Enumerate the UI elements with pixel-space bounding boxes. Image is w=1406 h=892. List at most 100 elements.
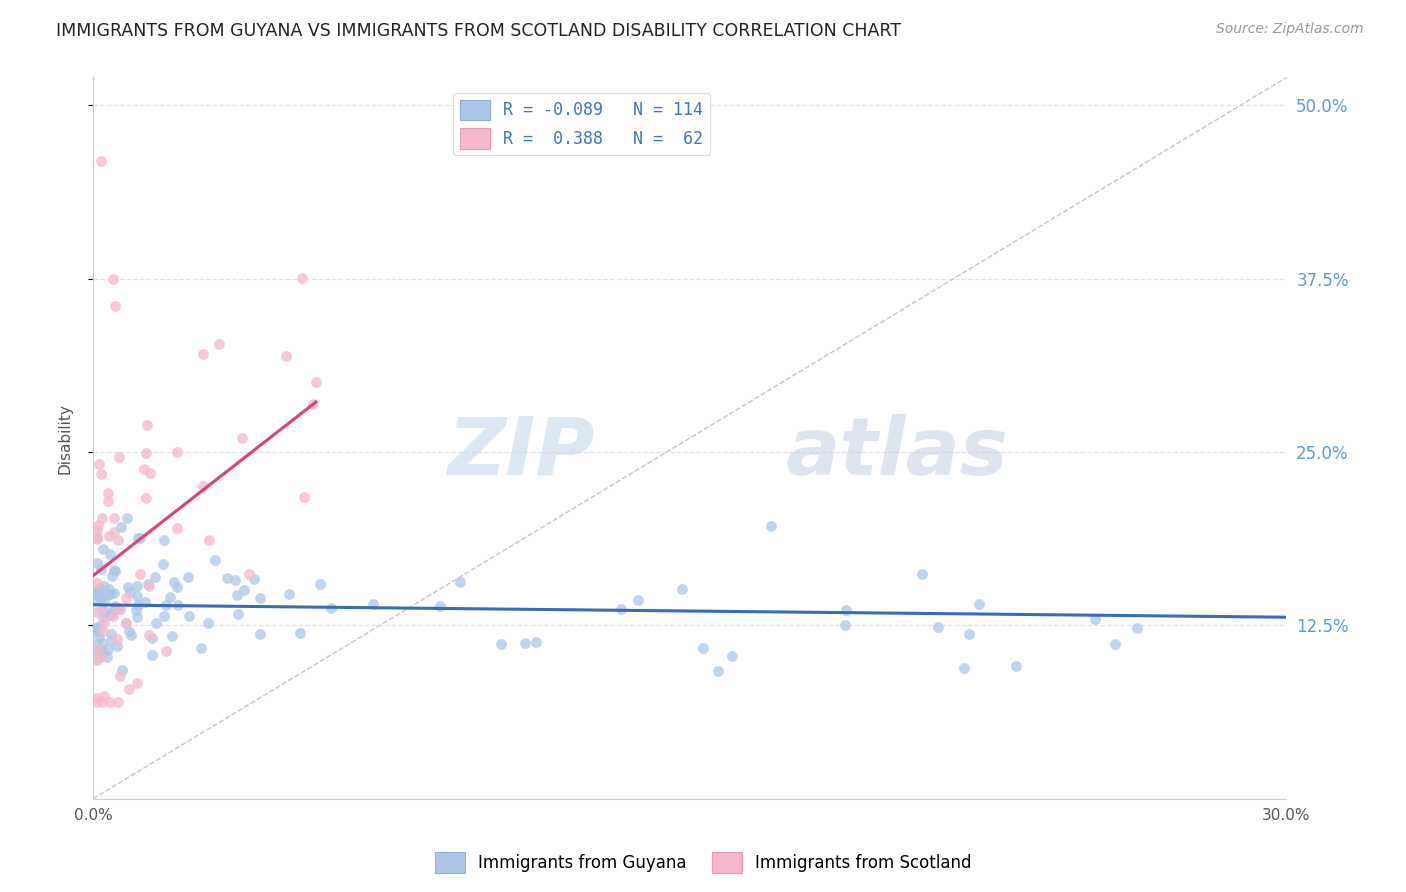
Point <box>911 566 934 581</box>
Point <box>225 588 247 602</box>
Point <box>91 542 114 557</box>
Point <box>114 591 136 606</box>
Point <box>98 547 121 561</box>
Point <box>153 608 176 623</box>
Point <box>152 533 174 547</box>
Point <box>208 336 231 351</box>
Point <box>101 605 124 619</box>
Point <box>86 556 108 570</box>
Point <box>86 592 108 607</box>
Text: ZIP: ZIP <box>447 414 595 491</box>
Point <box>166 521 188 535</box>
Point <box>86 653 108 667</box>
Point <box>305 375 328 389</box>
Point <box>145 615 167 630</box>
Point <box>277 587 299 601</box>
Point <box>166 580 188 594</box>
Point <box>97 587 120 601</box>
Point <box>103 511 125 525</box>
Point <box>138 628 160 642</box>
Point <box>139 467 162 481</box>
Point <box>155 644 177 658</box>
Point <box>1084 612 1107 626</box>
Point <box>103 563 125 577</box>
Point <box>86 691 108 706</box>
Point <box>321 601 343 615</box>
Point <box>513 636 536 650</box>
Point <box>1104 638 1126 652</box>
Point <box>125 676 148 690</box>
Point <box>927 620 949 634</box>
Point <box>101 569 124 583</box>
Point <box>86 532 108 546</box>
Point <box>671 582 693 596</box>
Point <box>103 525 125 540</box>
Point <box>152 558 174 572</box>
Point <box>167 598 190 612</box>
Point <box>125 603 148 617</box>
Point <box>98 529 121 543</box>
Point <box>609 601 631 615</box>
Point <box>90 153 112 168</box>
Point <box>93 615 115 629</box>
Point <box>155 599 177 613</box>
Point <box>90 562 112 576</box>
Point <box>160 629 183 643</box>
Point <box>100 627 122 641</box>
Point <box>97 641 120 656</box>
Point <box>93 689 115 703</box>
Point <box>276 349 298 363</box>
Point <box>91 645 114 659</box>
Text: IMMIGRANTS FROM GUYANA VS IMMIGRANTS FROM SCOTLAND DISABILITY CORRELATION CHART: IMMIGRANTS FROM GUYANA VS IMMIGRANTS FRO… <box>56 22 901 40</box>
Point <box>120 628 142 642</box>
Point <box>707 665 730 679</box>
Point <box>120 584 142 599</box>
Point <box>107 533 129 548</box>
Point <box>117 624 139 639</box>
Point <box>1126 621 1149 635</box>
Point <box>86 576 108 591</box>
Point <box>90 592 112 607</box>
Point <box>159 590 181 604</box>
Point <box>288 625 311 640</box>
Point <box>87 582 110 596</box>
Point <box>163 574 186 589</box>
Point <box>967 597 990 611</box>
Point <box>524 635 547 649</box>
Point <box>292 490 315 504</box>
Point <box>125 579 148 593</box>
Point <box>197 615 219 630</box>
Point <box>224 573 246 587</box>
Point <box>308 576 330 591</box>
Point <box>449 575 471 590</box>
Point <box>204 553 226 567</box>
Point <box>97 493 120 508</box>
Point <box>93 593 115 607</box>
Point <box>90 695 112 709</box>
Point <box>721 649 744 664</box>
Point <box>87 518 110 533</box>
Point <box>105 639 128 653</box>
Point <box>177 609 200 624</box>
Point <box>115 615 138 630</box>
Point <box>127 531 149 545</box>
Point <box>134 461 156 475</box>
Point <box>93 579 115 593</box>
Point <box>143 570 166 584</box>
Point <box>135 418 157 433</box>
Point <box>429 599 451 613</box>
Point <box>90 649 112 664</box>
Point <box>232 582 254 597</box>
Point <box>692 641 714 656</box>
Point <box>101 271 124 285</box>
Point <box>249 627 271 641</box>
Point <box>86 624 108 639</box>
Point <box>141 648 163 662</box>
Point <box>86 523 108 537</box>
Point <box>104 300 127 314</box>
Point <box>191 347 214 361</box>
Point <box>226 607 249 621</box>
Point <box>107 450 129 464</box>
Point <box>90 467 112 481</box>
Point <box>107 695 129 709</box>
